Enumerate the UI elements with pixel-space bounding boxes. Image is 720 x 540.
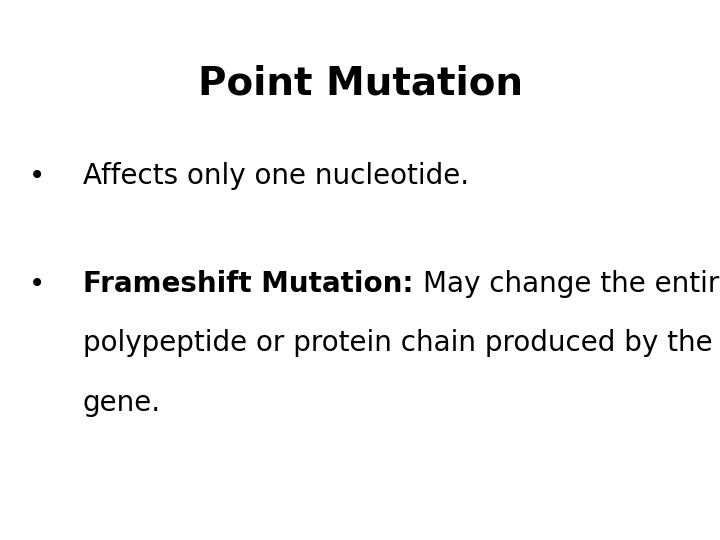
Text: Frameshift Mutation:: Frameshift Mutation: [83,270,423,298]
Text: •: • [29,162,45,190]
Text: May change the entire: May change the entire [423,270,720,298]
Text: Affects only one nucleotide.: Affects only one nucleotide. [83,162,469,190]
Text: •: • [29,270,45,298]
Text: gene.: gene. [83,389,161,417]
Text: polypeptide or protein chain produced by the: polypeptide or protein chain produced by… [83,329,712,357]
Text: Point Mutation: Point Mutation [197,65,523,103]
